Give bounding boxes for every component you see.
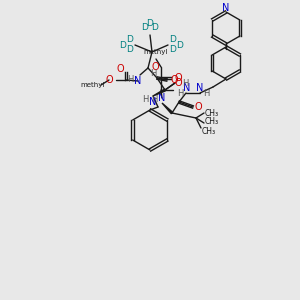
Text: CH₃: CH₃ <box>205 118 219 127</box>
Text: H: H <box>150 68 156 77</box>
Text: methyl: methyl <box>81 82 105 88</box>
Text: D: D <box>169 46 176 55</box>
Text: O: O <box>174 73 182 83</box>
Text: N: N <box>158 93 166 103</box>
Text: D: D <box>169 35 176 44</box>
Text: O: O <box>194 102 202 112</box>
Text: D: D <box>120 40 126 50</box>
Text: O: O <box>116 64 124 74</box>
Text: O: O <box>151 62 159 72</box>
Text: D: D <box>147 19 153 28</box>
Text: H: H <box>142 95 148 104</box>
Text: N: N <box>196 83 204 93</box>
Text: D: D <box>142 23 148 32</box>
Text: O: O <box>174 78 182 88</box>
Text: CH₃: CH₃ <box>205 109 219 118</box>
Polygon shape <box>153 89 165 96</box>
Text: H: H <box>177 88 183 98</box>
Text: CH₃: CH₃ <box>202 127 216 136</box>
Text: D: D <box>152 23 158 32</box>
Text: D: D <box>127 35 134 44</box>
Text: O: O <box>105 75 113 85</box>
Text: N: N <box>149 97 157 107</box>
Text: D: D <box>127 46 134 55</box>
Text: H: H <box>203 88 209 98</box>
Text: N: N <box>183 83 191 93</box>
Text: H: H <box>182 79 188 88</box>
Text: N: N <box>222 3 230 13</box>
Text: H: H <box>127 74 133 83</box>
Text: H: H <box>151 95 157 104</box>
Text: O: O <box>170 75 178 85</box>
Text: methyl: methyl <box>144 49 168 55</box>
Polygon shape <box>162 103 173 114</box>
Text: D: D <box>177 40 183 50</box>
Text: N: N <box>134 76 142 86</box>
